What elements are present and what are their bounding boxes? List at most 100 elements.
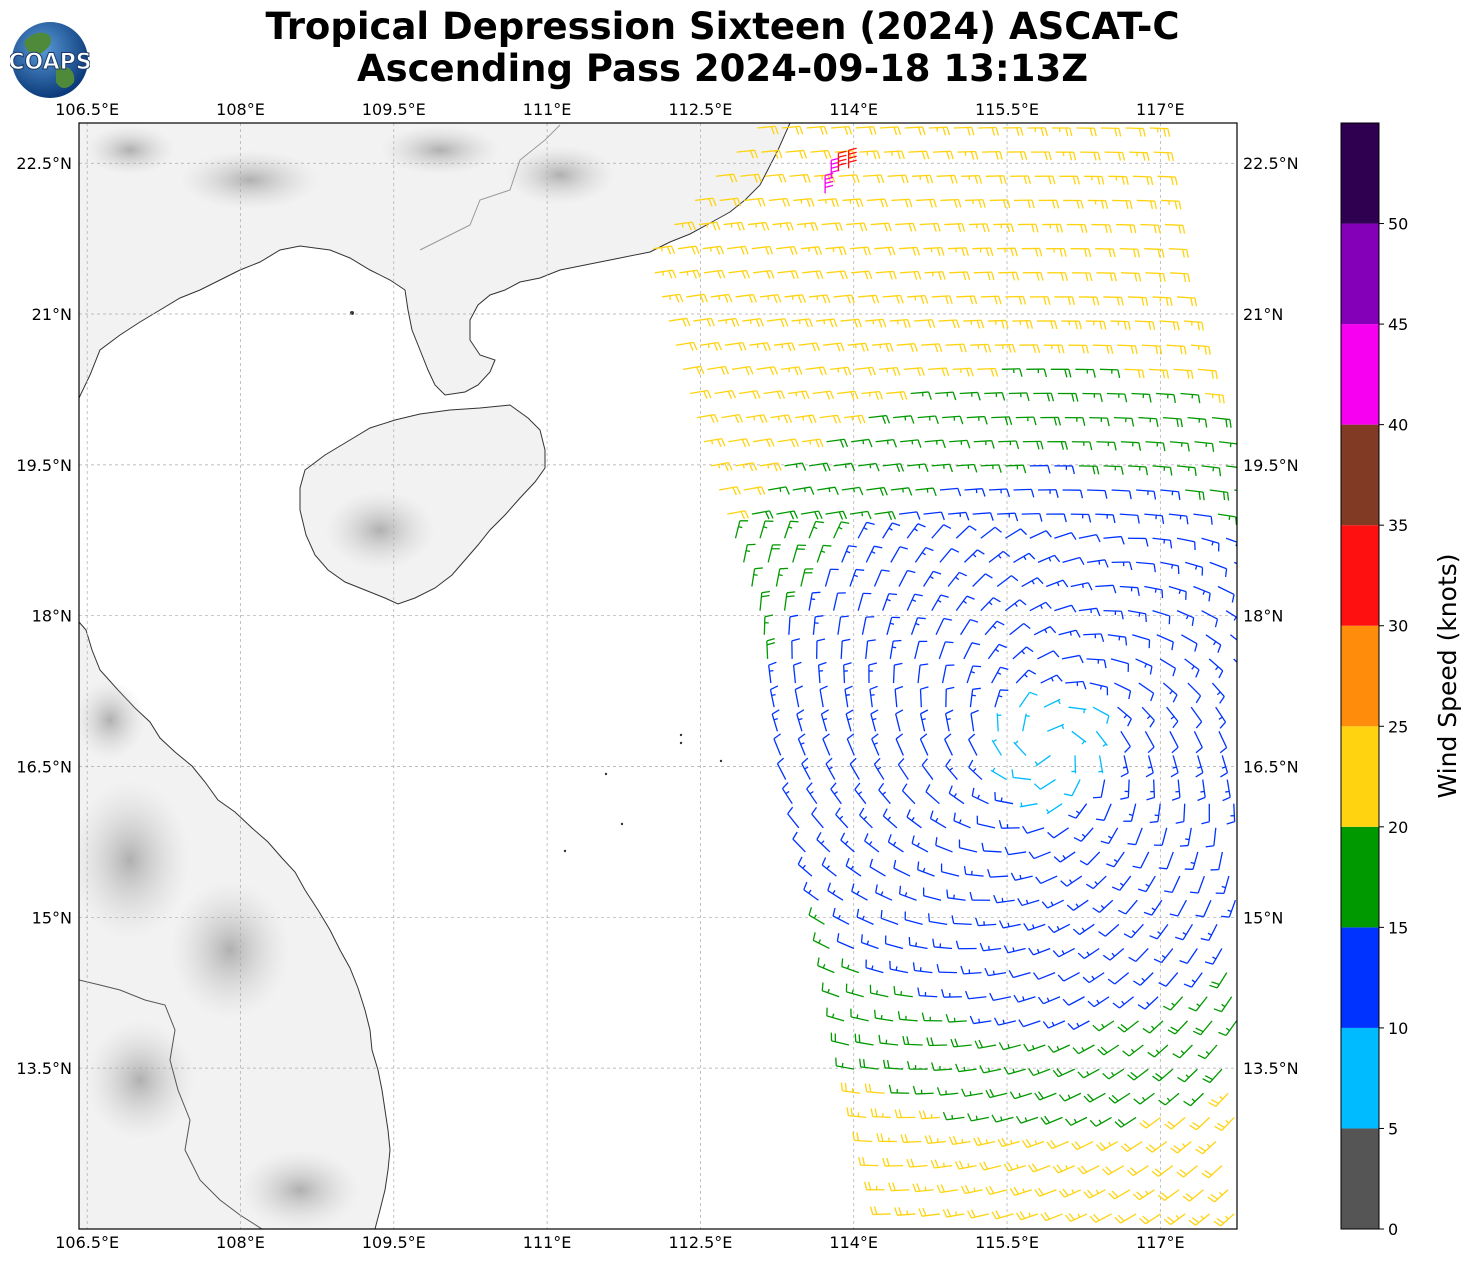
wind-barb bbox=[917, 861, 935, 877]
wind-barb bbox=[988, 488, 1011, 498]
wind-barb bbox=[1204, 948, 1223, 965]
wind-barb bbox=[961, 174, 983, 184]
wind-barb bbox=[800, 246, 823, 256]
wind-barb bbox=[766, 637, 776, 659]
wind-barb bbox=[1149, 923, 1169, 940]
wind-barb bbox=[842, 198, 864, 208]
wind-barb bbox=[1139, 1116, 1161, 1129]
wind-barb bbox=[976, 815, 996, 829]
wind-barb bbox=[932, 150, 954, 160]
wind-barb bbox=[1205, 827, 1217, 848]
wind-barb bbox=[1077, 1068, 1100, 1079]
wind-barb bbox=[930, 1159, 953, 1169]
wind-barb bbox=[970, 343, 992, 353]
wind-barb bbox=[787, 806, 800, 829]
wind-barb bbox=[840, 1082, 861, 1094]
wind-barb bbox=[1127, 610, 1147, 623]
wind-barb bbox=[784, 294, 806, 304]
wind-barb bbox=[1226, 465, 1237, 472]
wind-barb bbox=[825, 510, 848, 520]
wind-barb bbox=[957, 150, 979, 160]
wind-barb bbox=[1132, 175, 1154, 186]
wind-barb bbox=[873, 569, 890, 587]
wind-barb bbox=[1213, 1213, 1235, 1227]
wind-barb bbox=[728, 438, 751, 448]
wind-barb bbox=[1164, 1116, 1186, 1130]
wind-barb bbox=[987, 319, 1009, 329]
wind-barb bbox=[860, 934, 879, 950]
lat-tick-label: 22.5°N bbox=[1243, 154, 1299, 173]
wind-barb bbox=[769, 685, 779, 708]
wind-barb bbox=[1181, 634, 1198, 652]
wind-barb bbox=[889, 639, 902, 660]
wind-barb bbox=[822, 342, 845, 352]
wind-barb bbox=[1013, 552, 1036, 563]
wind-barb bbox=[963, 319, 985, 329]
wind-barb bbox=[1138, 875, 1156, 893]
wind-barb bbox=[1152, 537, 1173, 549]
wind-barb bbox=[1114, 1213, 1137, 1224]
wind-barb bbox=[963, 642, 981, 660]
wind-barb bbox=[1209, 489, 1230, 501]
wind-barb bbox=[783, 591, 796, 611]
wind-barb bbox=[1001, 368, 1023, 377]
wind-barb bbox=[1043, 344, 1065, 354]
wind-barb bbox=[912, 174, 934, 184]
wind-barb bbox=[971, 787, 989, 805]
wind-barb bbox=[1172, 1044, 1193, 1059]
wind-barb bbox=[1096, 441, 1117, 451]
wind-barb bbox=[808, 907, 825, 925]
wind-barb bbox=[974, 1039, 997, 1049]
wind-barb bbox=[1103, 535, 1125, 545]
wind-barb bbox=[1015, 1115, 1039, 1124]
wind-barb bbox=[1045, 579, 1069, 588]
wind-barb bbox=[719, 197, 742, 207]
wind-barb bbox=[830, 782, 842, 805]
wind-barb bbox=[918, 1207, 940, 1217]
wind-barb bbox=[841, 958, 860, 974]
wind-barb bbox=[1040, 1212, 1063, 1222]
wind-barb bbox=[1133, 972, 1154, 986]
wind-barb bbox=[1175, 924, 1193, 941]
wind-barb bbox=[866, 198, 889, 208]
wind-barb bbox=[989, 992, 1012, 1002]
wind-barb bbox=[1205, 634, 1222, 653]
wind-barb bbox=[1008, 392, 1030, 402]
wind-barb bbox=[1076, 127, 1097, 137]
wind-barb bbox=[1062, 996, 1085, 1006]
wind-barb bbox=[1195, 755, 1204, 778]
svg-text:COAPS: COAPS bbox=[10, 50, 90, 75]
wind-barb bbox=[1167, 1020, 1189, 1035]
wind-barb bbox=[1017, 223, 1039, 233]
wind-barb bbox=[1070, 248, 1092, 258]
wind-barb bbox=[1060, 875, 1083, 887]
wind-barb bbox=[727, 510, 750, 520]
wind-barb bbox=[980, 597, 1001, 612]
wind-barb bbox=[1002, 127, 1024, 136]
wind-barb bbox=[707, 365, 730, 376]
wind-barb bbox=[854, 366, 876, 376]
wind-barb bbox=[1170, 755, 1179, 778]
wind-barb bbox=[1033, 972, 1056, 980]
wind-barb bbox=[1022, 440, 1044, 450]
wind-barb bbox=[1108, 1189, 1131, 1200]
wind-barb bbox=[832, 592, 846, 611]
lon-tick-label: 112.5°E bbox=[668, 1233, 732, 1252]
wind-barb bbox=[819, 685, 828, 708]
wind-barb bbox=[991, 1210, 1014, 1220]
wind-barb bbox=[738, 390, 761, 400]
wind-barb bbox=[1095, 513, 1116, 524]
wind-barb bbox=[1192, 1020, 1213, 1036]
wind-barb bbox=[1005, 464, 1027, 474]
wind-barb bbox=[954, 1160, 977, 1170]
wind-barb bbox=[940, 863, 960, 877]
wind-barb bbox=[1147, 1044, 1169, 1058]
wind-barb bbox=[1104, 151, 1126, 161]
wind-barb bbox=[845, 857, 862, 877]
wind-barb bbox=[1065, 680, 1087, 690]
wind-barb bbox=[745, 414, 768, 424]
wind-barb bbox=[821, 857, 837, 877]
wind-barb bbox=[675, 341, 698, 351]
wind-barb bbox=[661, 293, 684, 303]
wind-barb bbox=[892, 662, 903, 684]
